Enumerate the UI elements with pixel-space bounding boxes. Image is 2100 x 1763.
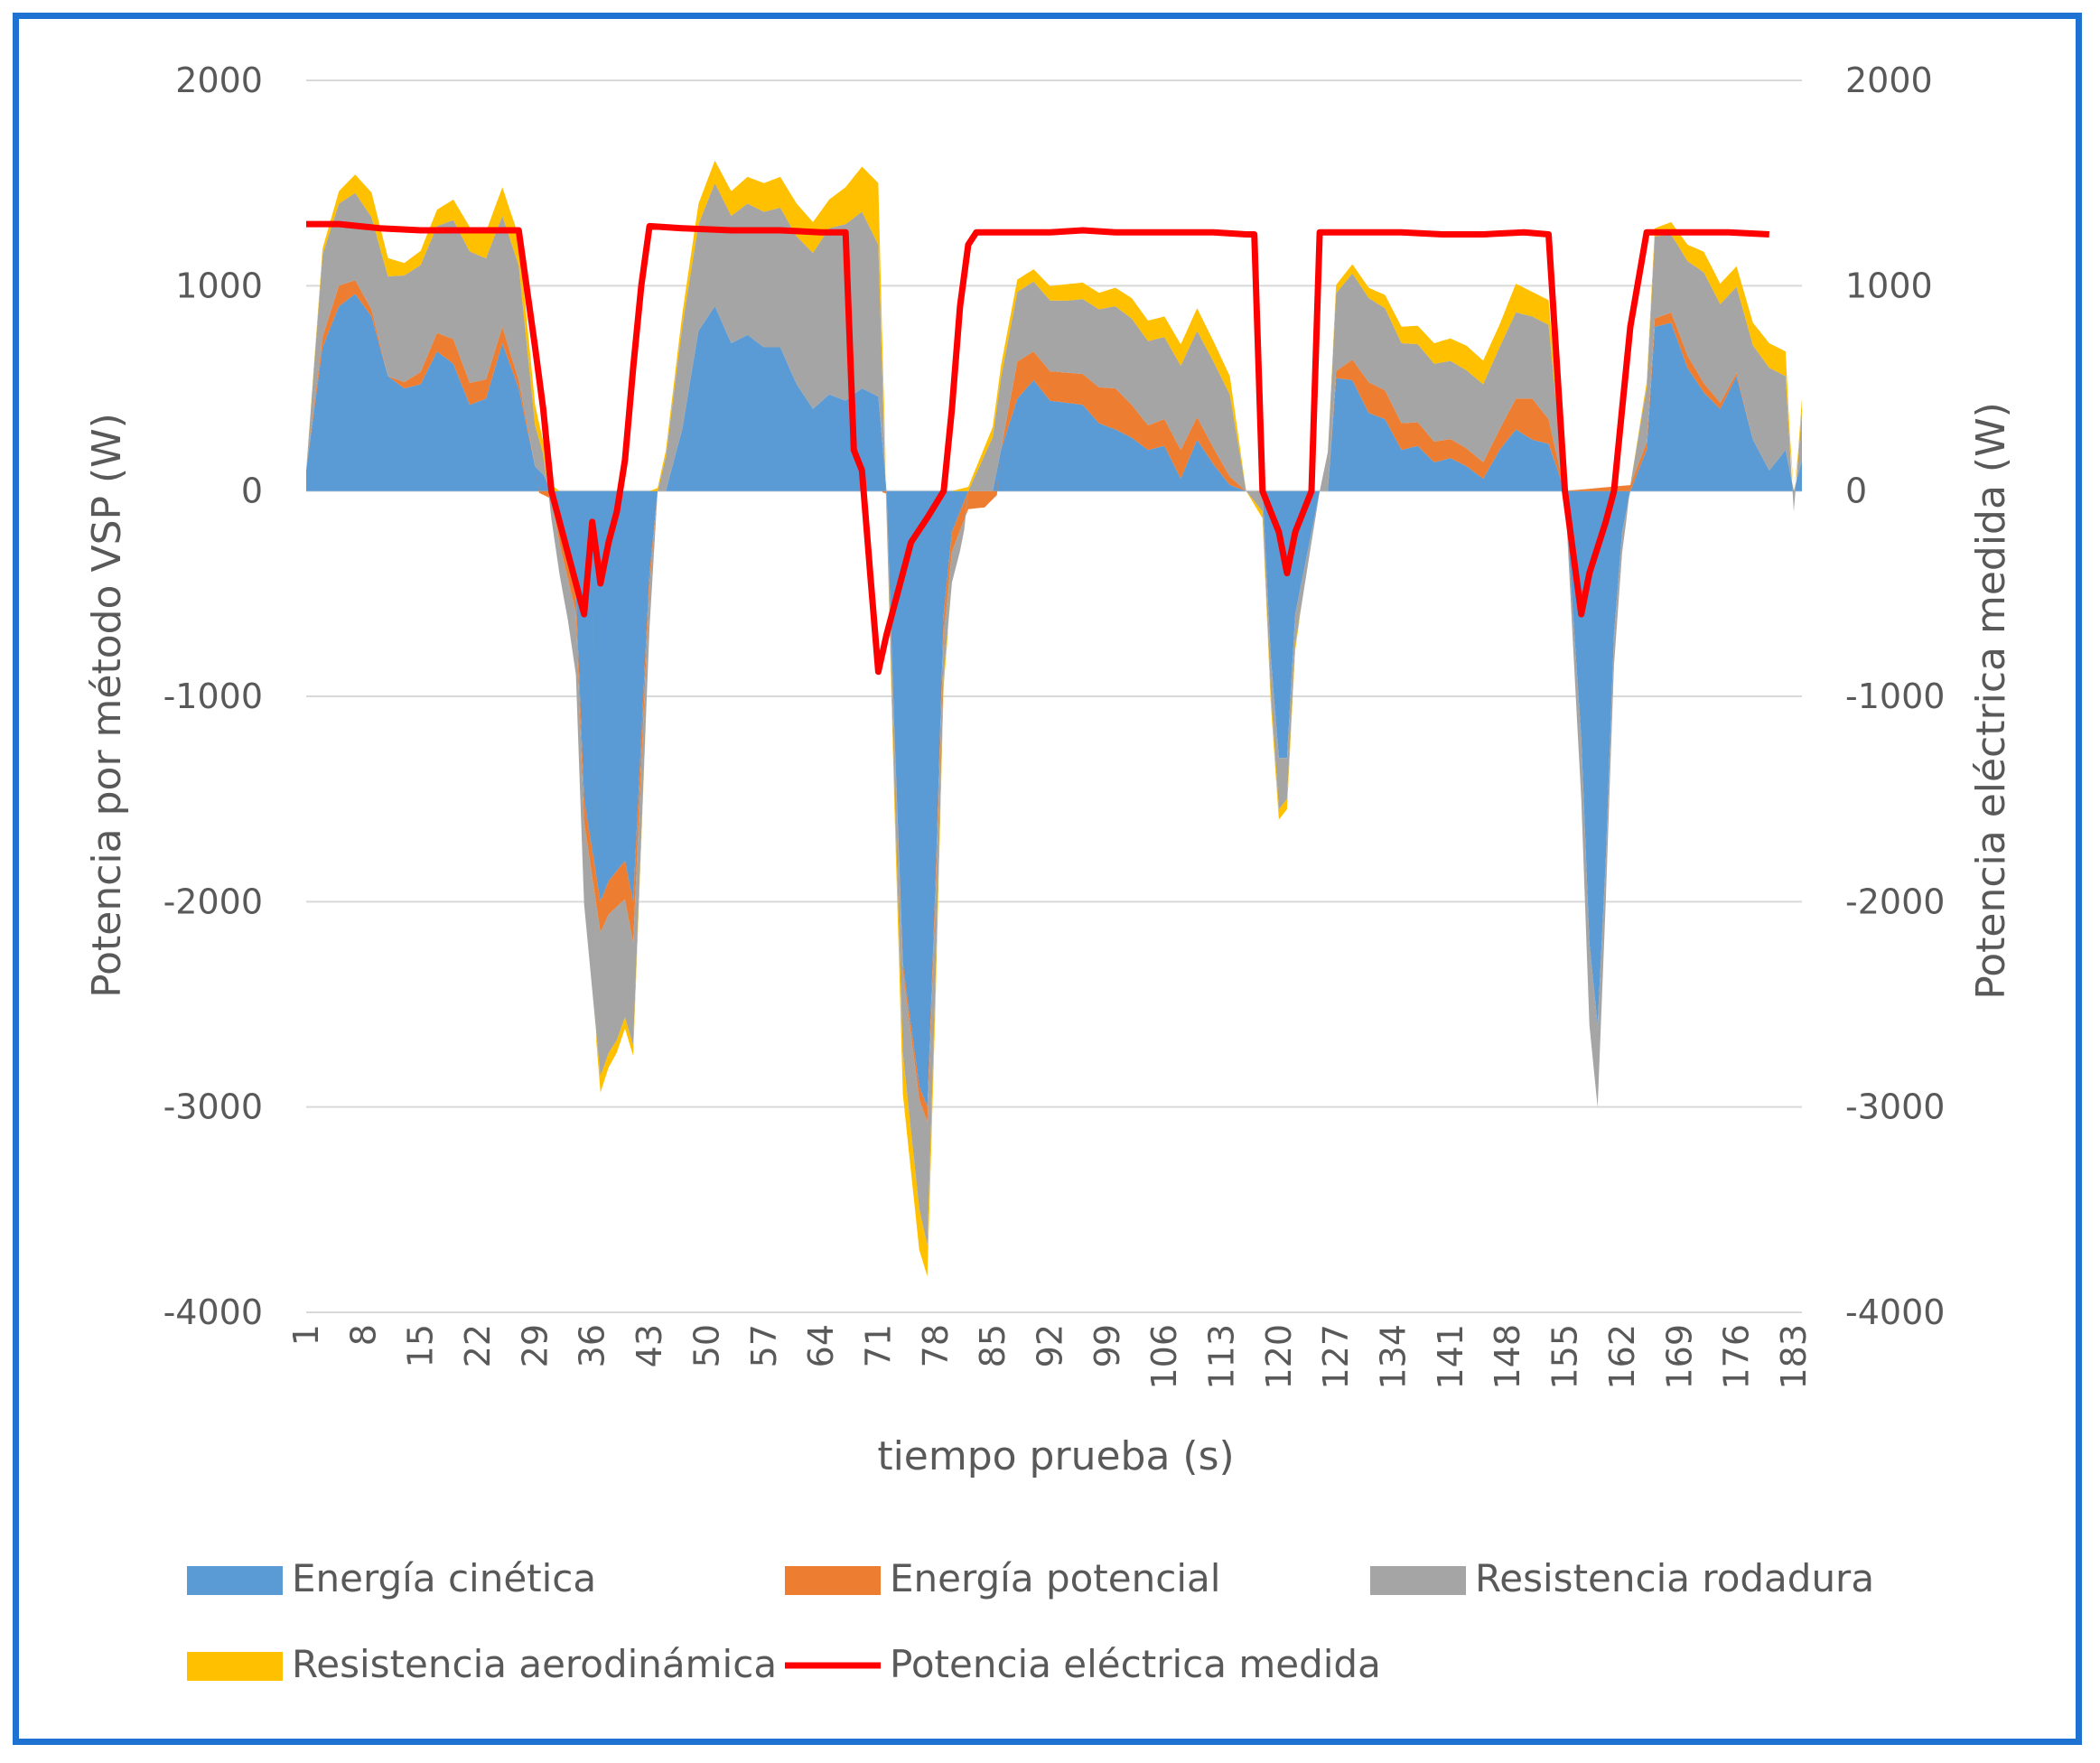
x-tick-label: 43 <box>630 1324 669 1367</box>
legend-swatch <box>1370 1566 1466 1595</box>
legend-label: Resistencia rodadura <box>1475 1556 1874 1600</box>
x-tick-label: 22 <box>458 1324 498 1367</box>
x-tick-label: 36 <box>573 1324 612 1367</box>
y-axis-title: Potencia por método VSP (W) <box>84 413 130 998</box>
chart: 2000 1000 0 -1000 -2000 -3000 -4000 2000 1000 0 -… <box>84 61 2014 1686</box>
legend-item: Energía potencial <box>785 1556 1220 1600</box>
x-tick-label: 162 <box>1602 1324 1642 1390</box>
legend-swatch <box>187 1652 283 1681</box>
x-tick-label: 50 <box>686 1324 726 1367</box>
area-energ-a-cin-tica <box>306 294 1802 1107</box>
x-tick-label: 85 <box>973 1324 1013 1367</box>
legend-swatch <box>187 1566 283 1595</box>
legend-label: Potencia eléctrica medida <box>890 1642 1381 1686</box>
x-tick-label: 120 <box>1259 1324 1299 1390</box>
y-tick-label-left: 2000 <box>175 61 263 100</box>
legend: Energía cinética Energía potencial Resiste… <box>187 1556 1874 1686</box>
legend-item: Resistencia aerodinámica <box>187 1642 777 1686</box>
x-tick-label: 155 <box>1545 1324 1585 1390</box>
legend-swatch <box>785 1566 881 1595</box>
y-tick-label-left: 0 <box>241 471 263 511</box>
y-tick-label-left: -4000 <box>163 1292 263 1332</box>
x-tick-label: 183 <box>1774 1324 1814 1390</box>
x-tick-label: 134 <box>1374 1324 1414 1390</box>
x-tick-label: 8 <box>343 1324 383 1346</box>
y-tick-label-left: -3000 <box>163 1087 263 1127</box>
x-axis-title: tiempo prueba (s) <box>877 1433 1234 1479</box>
x-tick-label: 106 <box>1144 1324 1184 1390</box>
y2-axis-title: Potencia eléctrica medida (W) <box>1968 402 2014 1000</box>
area-resistencia-rodadura <box>306 182 1802 1246</box>
line-series <box>306 220 1769 676</box>
x-tick-label: 113 <box>1202 1324 1242 1390</box>
y-axis-left-ticks: 2000 1000 0 -1000 -2000 -3000 -4000 <box>163 61 263 1332</box>
legend-label: Energía cinética <box>292 1556 596 1600</box>
x-tick-label: 71 <box>858 1324 898 1367</box>
x-tick-label: 1 <box>286 1324 326 1346</box>
y-tick-label-right: 2000 <box>1845 61 1933 100</box>
legend-item: Energía cinética <box>187 1556 596 1600</box>
x-tick-label: 92 <box>1030 1324 1069 1367</box>
x-tick-label: 148 <box>1488 1324 1527 1390</box>
y-tick-label-right: 1000 <box>1845 266 1933 305</box>
x-tick-label: 78 <box>916 1324 956 1367</box>
x-axis-ticks: 1 8 15 22 29 36 43 50 57 64 71 78 85 92 99 106 113 120 127… <box>286 1324 1814 1390</box>
stacked-areas <box>306 160 1802 1277</box>
y-tick-label-right: -1000 <box>1845 676 1945 716</box>
y-tick-label-left: -1000 <box>163 676 263 716</box>
legend-item: Resistencia rodadura <box>1370 1556 1874 1600</box>
y-tick-label-right: -4000 <box>1845 1292 1945 1332</box>
x-tick-label: 141 <box>1431 1324 1470 1390</box>
x-tick-label: 64 <box>801 1324 841 1367</box>
legend-label: Resistencia aerodinámica <box>292 1642 777 1686</box>
line-potencia-electrica <box>306 220 1769 676</box>
y-tick-label-left: 1000 <box>175 266 263 305</box>
x-tick-label: 99 <box>1087 1324 1127 1367</box>
x-tick-label: 57 <box>744 1324 784 1367</box>
y-tick-label-right: -2000 <box>1845 882 1945 921</box>
x-tick-label: 29 <box>515 1324 555 1367</box>
y-axis-right-ticks: 2000 1000 0 -1000 -2000 -3000 -4000 <box>1845 61 1945 1332</box>
x-tick-label: 15 <box>401 1324 441 1367</box>
y-tick-label-right: 0 <box>1845 471 1867 511</box>
x-tick-label: 169 <box>1659 1324 1699 1390</box>
area-energ-a-potencial <box>306 280 1802 1123</box>
y-tick-label-left: -2000 <box>163 882 263 921</box>
legend-label: Energía potencial <box>890 1556 1220 1600</box>
x-tick-label: 127 <box>1316 1324 1356 1390</box>
y-tick-label-right: -3000 <box>1845 1087 1945 1127</box>
x-tick-label: 176 <box>1717 1324 1757 1390</box>
chart-frame: 2000 1000 0 -1000 -2000 -3000 -4000 2000 1000 0 -… <box>13 13 2082 1745</box>
legend-item: Potencia eléctrica medida <box>785 1642 1381 1686</box>
